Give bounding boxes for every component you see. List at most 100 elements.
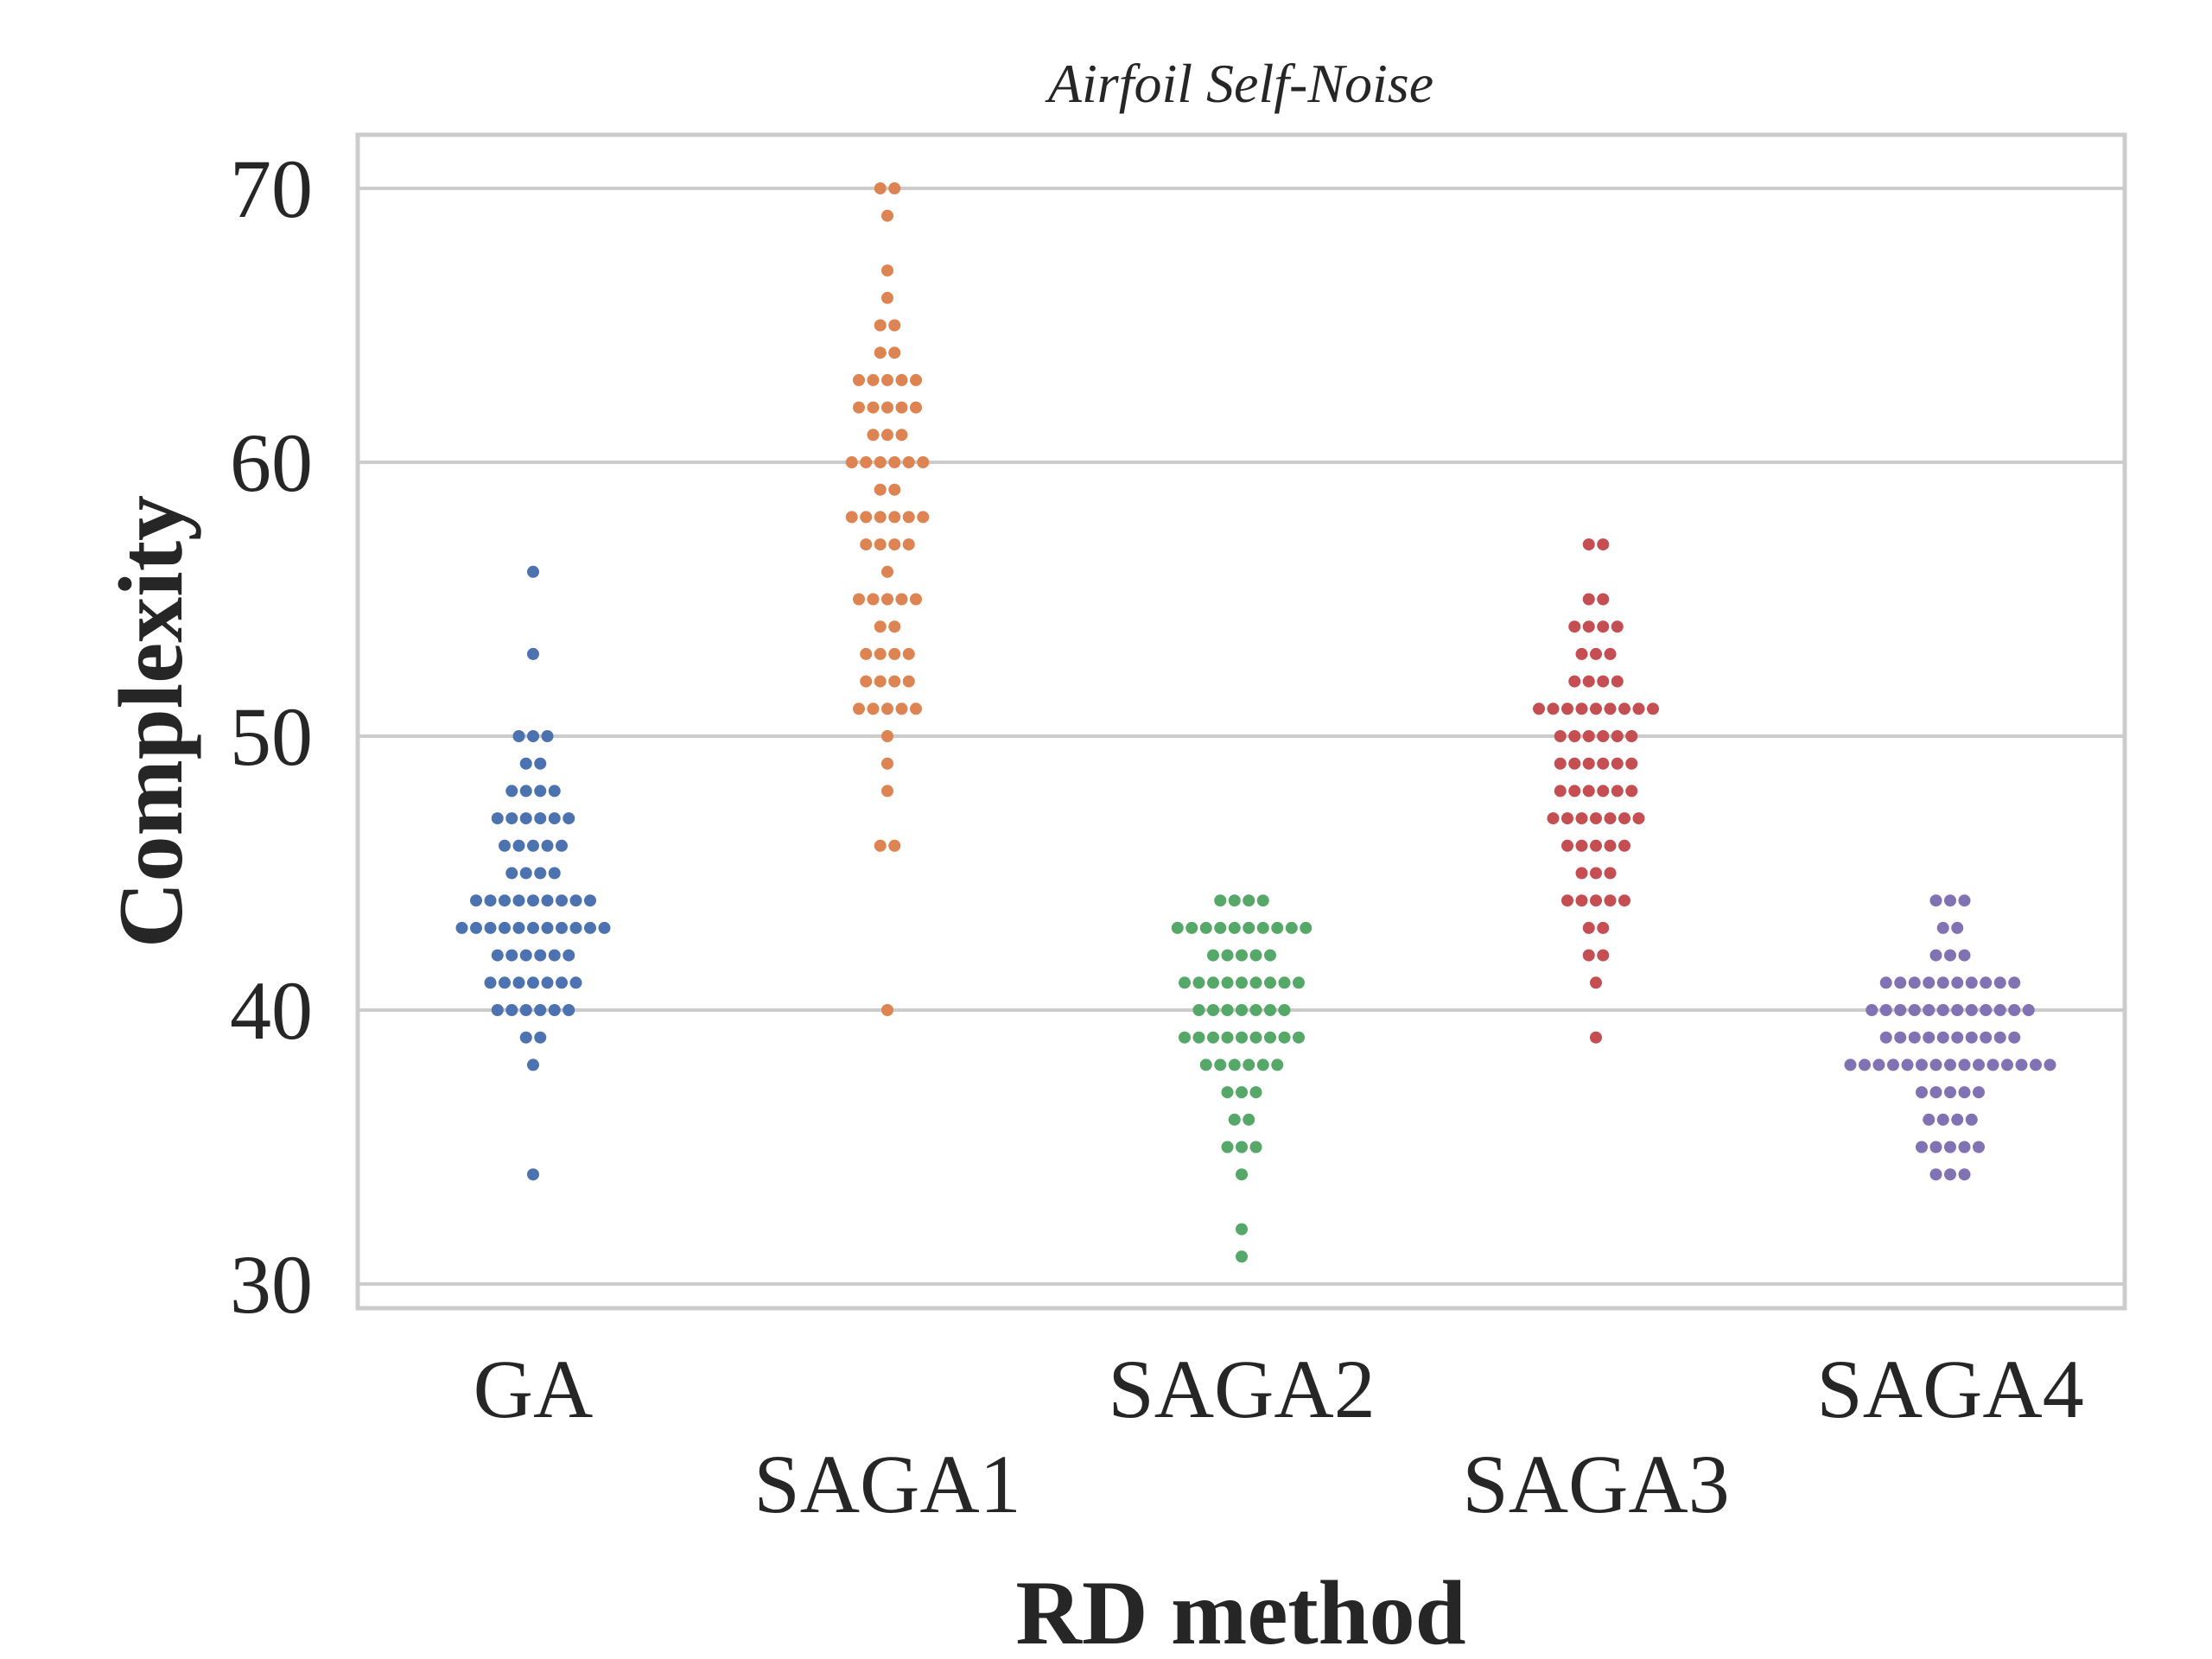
data-point-saga4 bbox=[1916, 1086, 1928, 1099]
data-point-saga3 bbox=[1597, 730, 1610, 742]
data-point-saga3 bbox=[1575, 647, 1588, 660]
data-point-ga bbox=[527, 976, 539, 989]
data-point-ga bbox=[534, 812, 547, 825]
data-point-ga bbox=[563, 812, 575, 825]
data-point-saga2 bbox=[1236, 1141, 1248, 1154]
data-point-saga3 bbox=[1604, 647, 1617, 660]
data-point-saga4 bbox=[1980, 1004, 1993, 1016]
data-point-saga3 bbox=[1625, 757, 1638, 770]
data-point-saga3 bbox=[1590, 1031, 1602, 1044]
data-point-saga1 bbox=[867, 593, 880, 606]
data-point-ga bbox=[534, 949, 547, 962]
data-point-saga2 bbox=[1228, 1113, 1241, 1126]
data-point-saga4 bbox=[1951, 921, 1964, 934]
data-point-ga bbox=[484, 894, 497, 907]
data-point-saga3 bbox=[1582, 675, 1595, 688]
data-point-saga4 bbox=[1859, 1058, 1871, 1071]
data-point-saga3 bbox=[1582, 921, 1595, 934]
data-point-saga2 bbox=[1207, 949, 1219, 962]
data-point-saga3 bbox=[1597, 593, 1610, 606]
data-point-saga2 bbox=[1256, 1058, 1269, 1071]
data-point-saga4 bbox=[1923, 1004, 1936, 1016]
data-point-saga3 bbox=[1582, 593, 1595, 606]
data-point-saga1 bbox=[874, 182, 887, 194]
data-point-saga2 bbox=[1214, 921, 1227, 934]
data-point-saga2 bbox=[1185, 921, 1198, 934]
data-point-saga2 bbox=[1192, 1004, 1205, 1016]
data-point-saga3 bbox=[1604, 894, 1617, 907]
data-point-saga4 bbox=[1894, 1031, 1907, 1044]
data-point-saga1 bbox=[902, 647, 915, 660]
data-point-saga3 bbox=[1582, 620, 1595, 633]
data-point-ga bbox=[548, 867, 561, 880]
data-point-saga3 bbox=[1575, 867, 1588, 880]
data-point-saga4 bbox=[1944, 1058, 1956, 1071]
data-points bbox=[455, 182, 2056, 1263]
data-point-saga1 bbox=[860, 511, 873, 524]
data-point-saga2 bbox=[1256, 921, 1269, 934]
plot-frame bbox=[355, 132, 2127, 1311]
data-point-saga4 bbox=[1929, 1058, 1942, 1071]
data-point-saga1 bbox=[910, 593, 922, 606]
data-point-ga bbox=[541, 894, 554, 907]
data-point-saga1 bbox=[881, 565, 893, 578]
x-tick-label: GA bbox=[474, 1343, 594, 1435]
data-point-saga3 bbox=[1554, 757, 1567, 770]
data-point-ga bbox=[512, 839, 525, 852]
data-point-saga1 bbox=[867, 429, 880, 442]
data-point-saga3 bbox=[1533, 702, 1545, 715]
data-point-saga4 bbox=[1894, 1004, 1907, 1016]
data-point-saga3 bbox=[1597, 757, 1610, 770]
data-point-ga bbox=[512, 976, 525, 989]
data-point-saga2 bbox=[1236, 1250, 1248, 1263]
data-point-saga4 bbox=[2008, 1004, 2021, 1016]
data-point-saga3 bbox=[1604, 702, 1617, 715]
data-point-saga4 bbox=[1973, 1141, 1985, 1154]
data-point-saga1 bbox=[902, 456, 915, 468]
data-point-ga bbox=[534, 785, 547, 798]
data-point-saga3 bbox=[1582, 949, 1595, 962]
data-point-saga1 bbox=[881, 593, 893, 606]
data-point-saga2 bbox=[1264, 949, 1276, 962]
data-point-saga3 bbox=[1618, 702, 1630, 715]
data-point-saga4 bbox=[1951, 1004, 1964, 1016]
data-point-saga3 bbox=[1597, 538, 1610, 551]
data-point-saga3 bbox=[1561, 702, 1573, 715]
data-point-ga bbox=[548, 812, 561, 825]
data-point-ga bbox=[470, 921, 482, 934]
data-point-saga3 bbox=[1625, 785, 1638, 798]
data-point-saga1 bbox=[874, 620, 887, 633]
data-point-saga1 bbox=[888, 346, 901, 359]
y-tick-label: 50 bbox=[230, 690, 313, 783]
data-point-ga bbox=[519, 1031, 532, 1044]
data-point-saga3 bbox=[1604, 867, 1617, 880]
data-point-saga2 bbox=[1221, 949, 1234, 962]
data-point-saga1 bbox=[853, 373, 865, 386]
data-point-saga3 bbox=[1568, 757, 1581, 770]
data-point-saga1 bbox=[874, 511, 887, 524]
data-point-saga4 bbox=[2044, 1058, 2056, 1071]
data-point-saga1 bbox=[881, 1004, 893, 1016]
data-point-ga bbox=[512, 894, 525, 907]
data-point-saga1 bbox=[881, 209, 893, 222]
data-point-saga4 bbox=[1993, 1004, 2006, 1016]
data-point-saga4 bbox=[1916, 1141, 1928, 1154]
y-tick-label: 30 bbox=[230, 1238, 313, 1331]
data-point-saga4 bbox=[1879, 1004, 1892, 1016]
data-point-saga4 bbox=[1973, 1058, 1985, 1071]
data-point-saga4 bbox=[1965, 976, 1978, 989]
data-point-ga bbox=[512, 730, 525, 742]
data-point-saga4 bbox=[1916, 1058, 1928, 1071]
data-point-ga bbox=[499, 839, 511, 852]
data-point-saga1 bbox=[874, 483, 887, 496]
data-point-saga4 bbox=[1944, 949, 1956, 962]
data-point-saga1 bbox=[881, 730, 893, 742]
data-point-saga4 bbox=[1958, 1141, 1971, 1154]
data-point-saga2 bbox=[1171, 921, 1184, 934]
data-point-saga3 bbox=[1575, 702, 1588, 715]
data-point-saga1 bbox=[860, 675, 873, 688]
y-tick-label: 70 bbox=[230, 143, 313, 235]
data-point-ga bbox=[556, 839, 568, 852]
data-point-saga2 bbox=[1300, 921, 1313, 934]
